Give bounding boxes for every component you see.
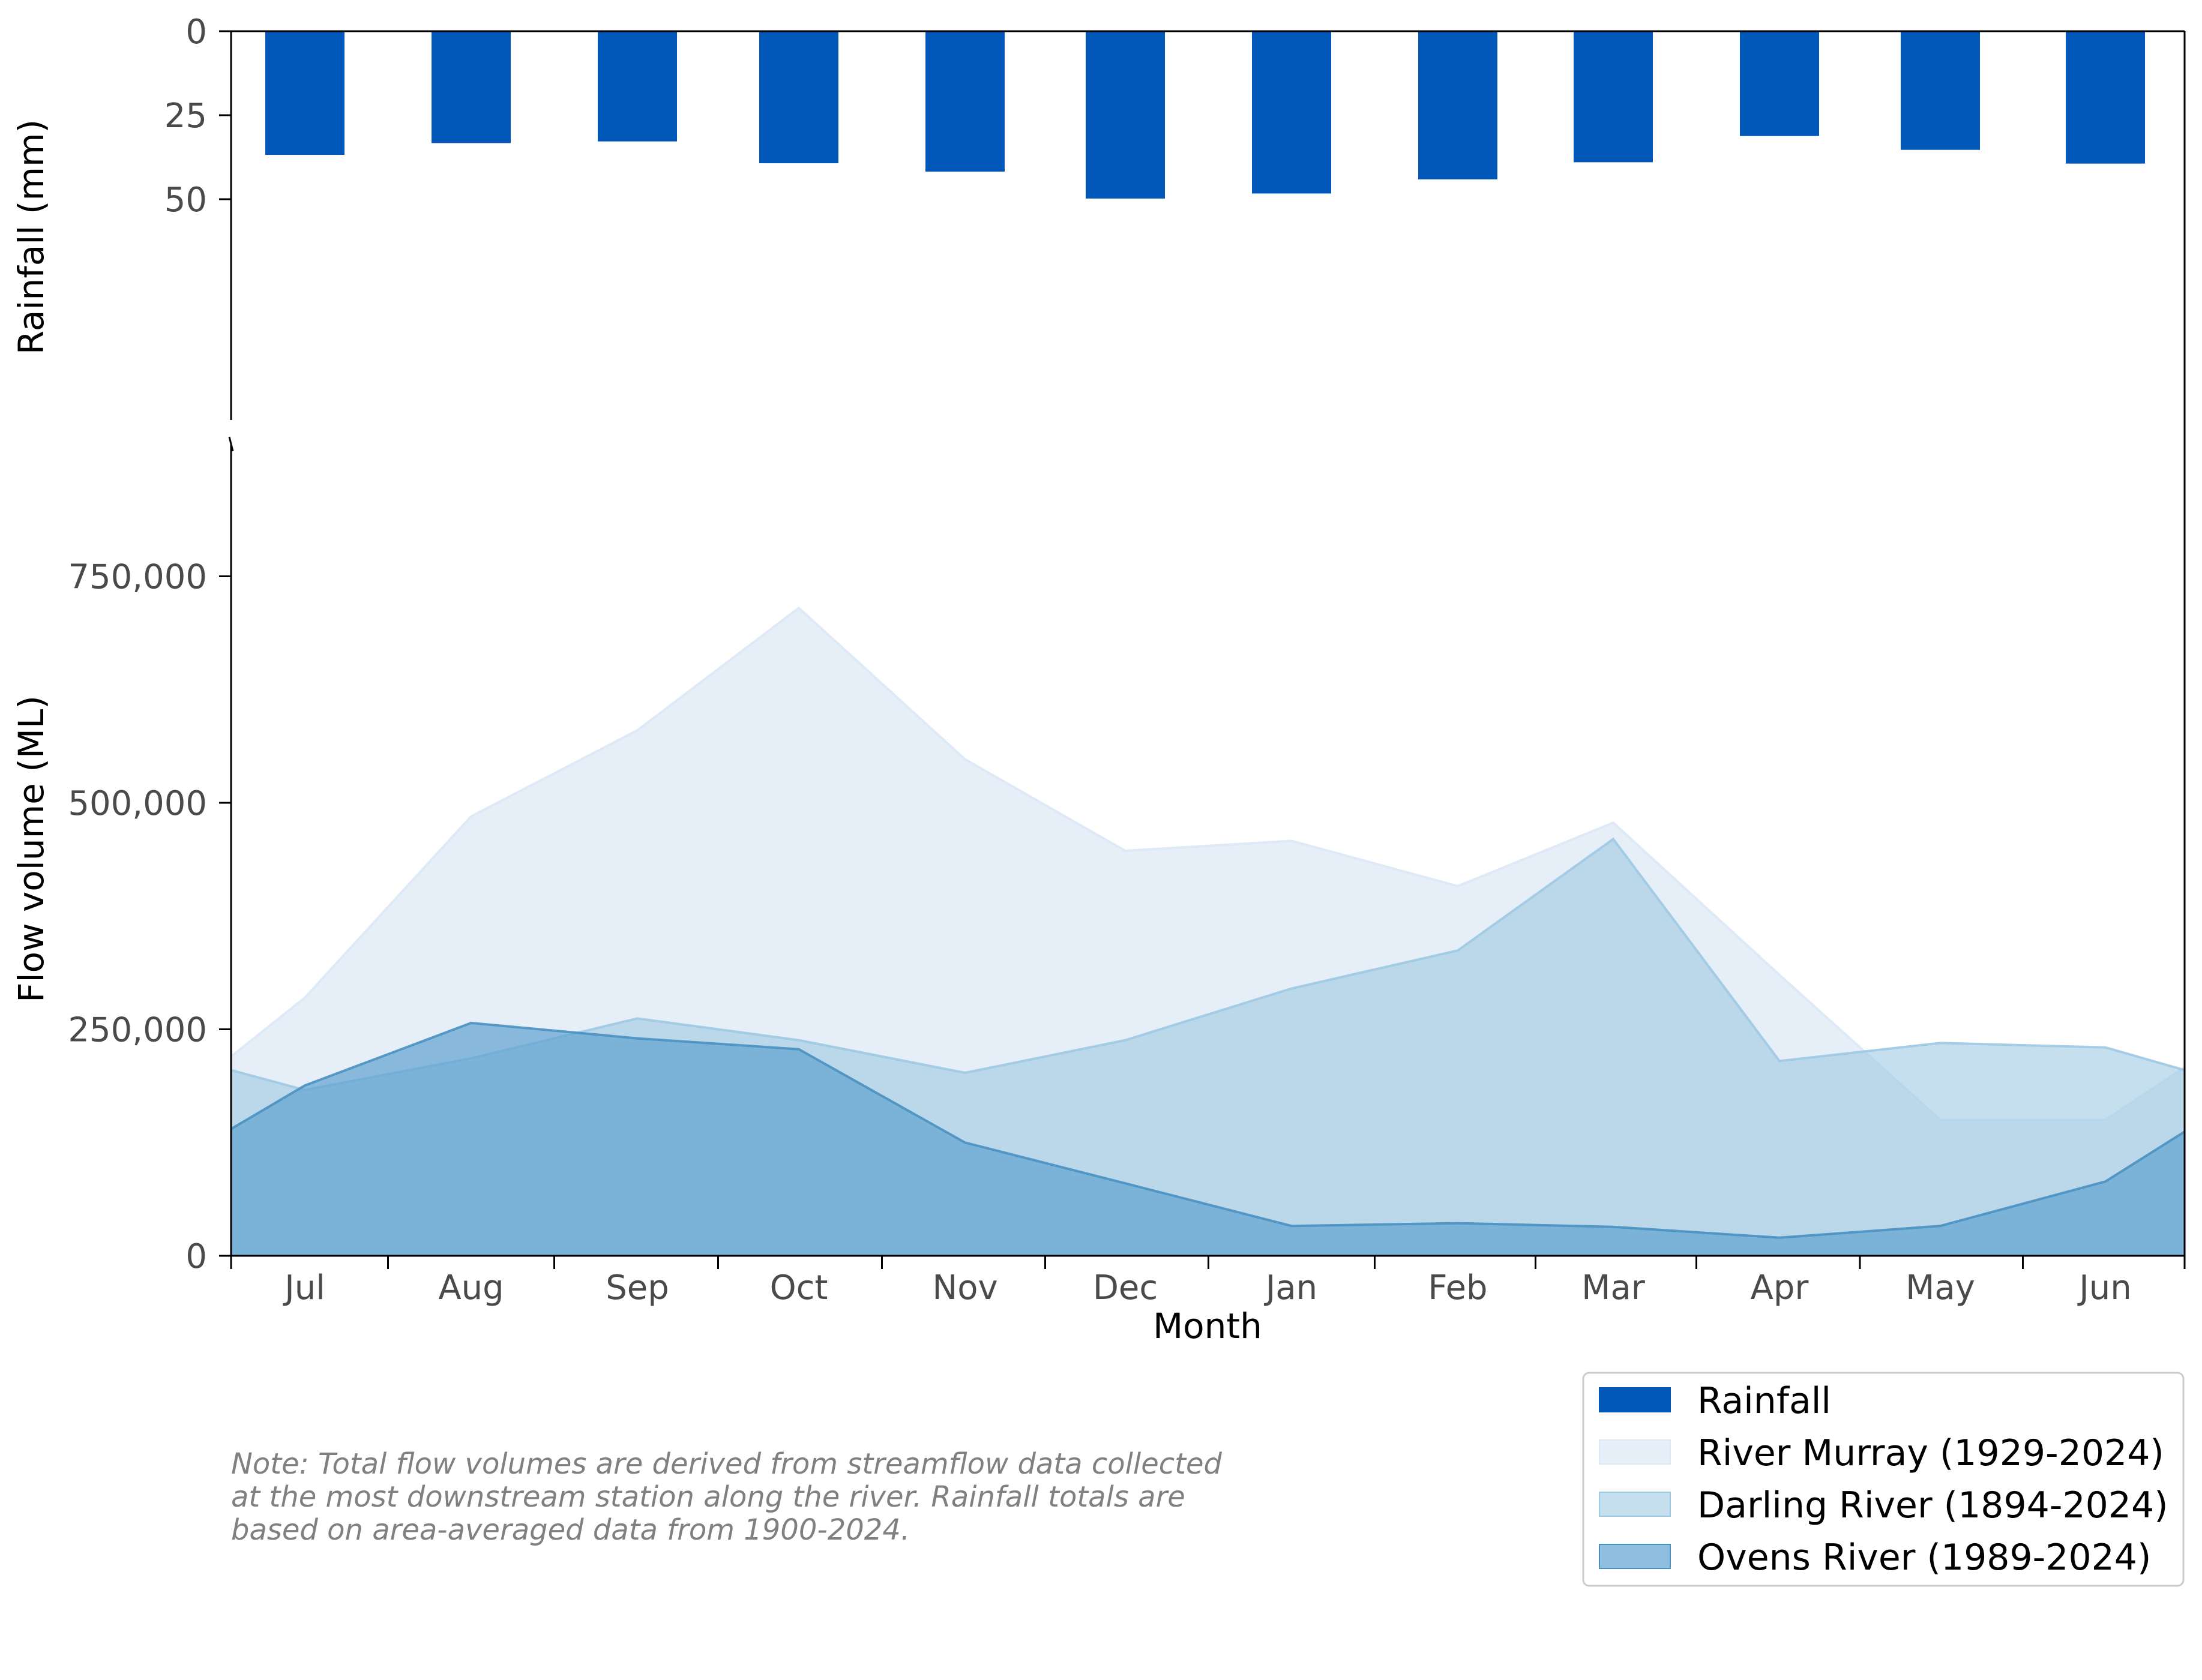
rainfall-y-axis-title: Rainfall (mm) [11,119,52,355]
footnote-line: Note: Total flow volumes are derived fro… [231,1447,1223,1481]
rainfall-bar-sep [598,31,677,142]
x-tick-label: Feb [1428,1268,1487,1307]
rainfall-bar-aug [432,31,511,143]
flow-y-tick-label: 750,000 [68,558,207,597]
x-tick-label: Jul [283,1268,325,1307]
legend: Rainfall River Murray (1929-2024) Darling … [1582,1372,2185,1587]
rainfall-bar-mar [1574,31,1653,163]
legend-swatch-ovens-river [1599,1544,1671,1569]
x-tick-label: Aug [438,1268,504,1307]
rainfall-bar-may [1901,31,1980,150]
rainfall-y-tick-label: 25 [164,97,207,136]
legend-label: River Murray (1929-2024) [1697,1432,2164,1474]
footnote-line: based on area-averaged data from 1900-20… [231,1513,910,1547]
rainfall-bar-oct [759,31,838,164]
legend-label: Darling River (1894-2024) [1697,1484,2168,1526]
rainfall-bar-jan [1252,31,1331,194]
x-axis-title: Month [1153,1306,1262,1346]
legend-label: Ovens River (1989-2024) [1697,1537,2151,1579]
rainfall-bar-apr [1740,31,1819,136]
x-tick-label: Mar [1581,1268,1646,1307]
legend-swatch-rainfall [1599,1387,1671,1412]
flow-y-axis-title: Flow volume (ML) [11,695,52,1003]
rainfall-bar-layer [265,31,2145,199]
x-tick-label: Jan [1264,1268,1317,1307]
legend-swatch-river-murray [1599,1439,1671,1465]
rainfall-y-tick-label: 50 [164,181,207,220]
legend-label: Rainfall [1697,1380,1831,1422]
rainfall-bar-nov [925,31,1005,172]
x-tick-label: May [1906,1268,1975,1307]
rainfall-bar-feb [1418,31,1497,179]
rainfall-bar-jul [265,31,344,155]
flow-area-3 [231,1022,2185,1256]
x-tick-label: Jun [2077,1268,2132,1307]
axis-break-mark [228,436,234,452]
flow-y-tick-label: 500,000 [68,784,207,823]
axes-layer: 0 25 50 0 250,000 500,000 750,000 Jul Aug Sep Oct N… [11,13,2186,1346]
footnote: Note: Total flow volumes are derived fro… [231,1447,1223,1547]
flow-y-tick-label: 0 [185,1237,207,1276]
rainfall-bar-jun [2066,31,2145,164]
rainfall-y-tick-label: 0 [185,13,207,52]
x-tick-label: Nov [932,1268,997,1307]
footnote-line: at the most downstream station along the… [231,1480,1185,1514]
flow-area-layer [230,606,2186,1256]
x-tick-label: Sep [606,1268,669,1307]
flow-y-tick-label: 250,000 [68,1011,207,1050]
x-tick-label: Dec [1093,1268,1158,1307]
x-tick-label: Apr [1751,1268,1809,1307]
rainfall-bar-dec [1086,31,1165,199]
x-tick-label: Oct [770,1268,828,1307]
flow-line-3 [230,1021,2186,1239]
legend-swatch-darling-river [1599,1492,1671,1517]
legend-box [1582,1372,2185,1587]
